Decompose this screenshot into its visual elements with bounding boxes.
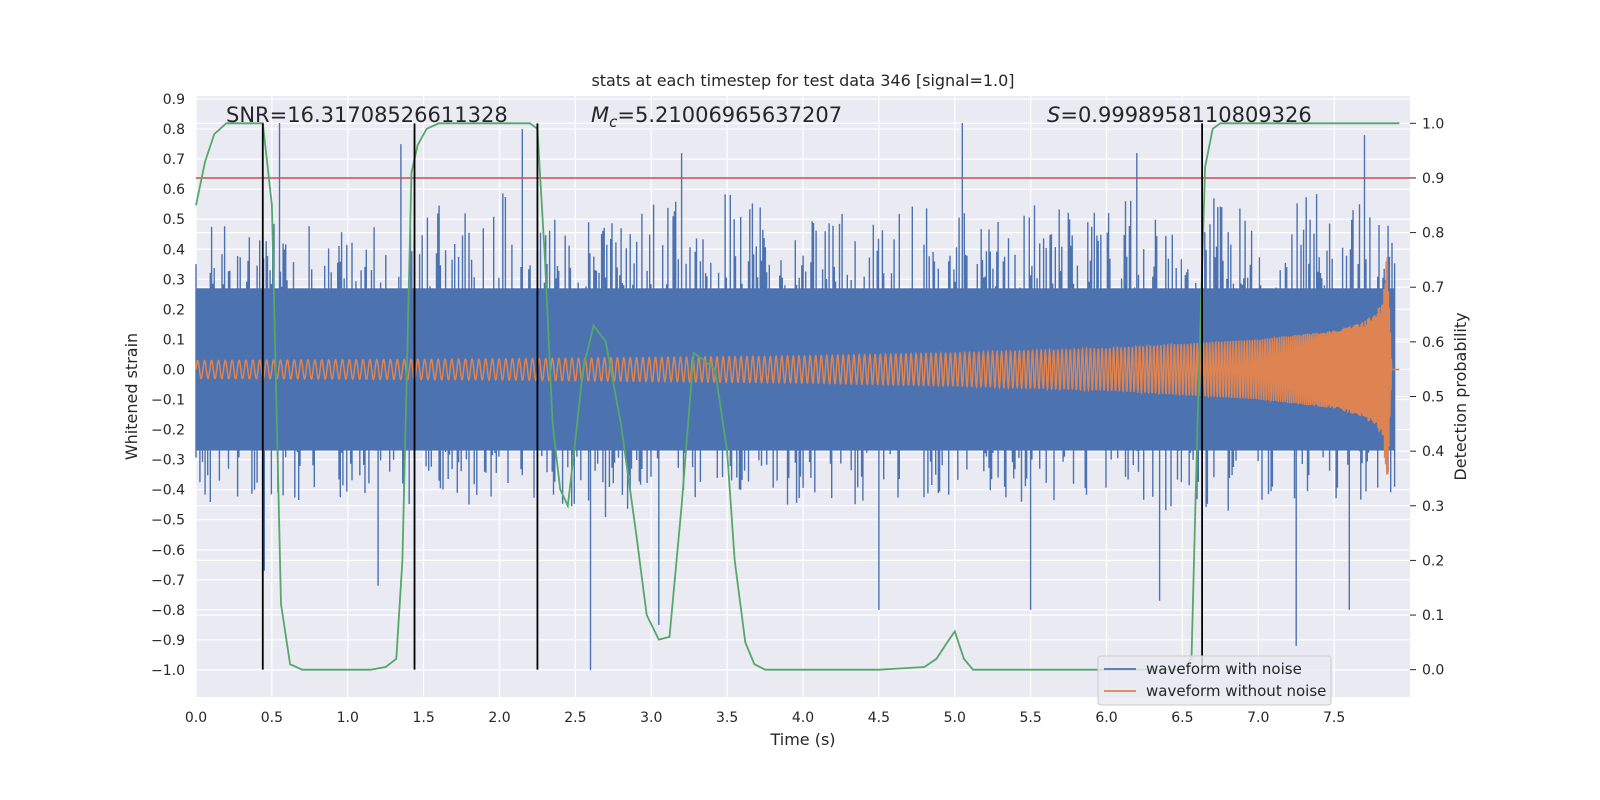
y-tick-label-right: 0.8 bbox=[1422, 226, 1444, 242]
x-tick-label: 1.5 bbox=[412, 710, 434, 726]
chart-title: stats at each timestep for test data 346… bbox=[591, 71, 1014, 90]
y-axis-label-left: Whitened strain bbox=[122, 333, 141, 460]
clean-waveform-series bbox=[195, 257, 1400, 475]
axis-ticks: 0.0 0.5 1.0 1.5 2.0 2.5 3.0 3.5 4.0 4.5 5.0 5.5 6.0 6… bbox=[151, 92, 1444, 726]
x-tick-label: 5.5 bbox=[1019, 710, 1041, 726]
x-tick-label: 7.5 bbox=[1323, 710, 1345, 726]
y-tick-label-right: 1.0 bbox=[1422, 116, 1444, 132]
y-tick-label-left: −0.5 bbox=[151, 513, 185, 529]
y-tick-label-left: 0.1 bbox=[163, 332, 185, 348]
x-axis-label: Time (s) bbox=[769, 730, 835, 749]
score-annotation: S=0.9998958110809326 bbox=[1047, 103, 1312, 127]
y-tick-label-left: −0.9 bbox=[151, 633, 185, 649]
y-tick-label-left: 0.7 bbox=[163, 152, 185, 168]
y-tick-label-left: −0.3 bbox=[151, 453, 185, 469]
y-tick-label-right: 0.6 bbox=[1422, 335, 1444, 351]
x-tick-label: 0.0 bbox=[185, 710, 207, 726]
y-tick-label-left: −0.6 bbox=[151, 543, 185, 559]
x-tick-label: 1.0 bbox=[337, 710, 359, 726]
legend-label-noisy: waveform with noise bbox=[1146, 660, 1302, 678]
x-tick-label: 4.0 bbox=[792, 710, 814, 726]
y-tick-label-left: −0.2 bbox=[151, 423, 185, 439]
x-tick-label: 6.0 bbox=[1095, 710, 1117, 726]
y-tick-label-left: 0.4 bbox=[163, 242, 185, 258]
y-tick-label-right: 0.3 bbox=[1422, 499, 1444, 515]
y-tick-label-left: 0.0 bbox=[163, 362, 185, 378]
score-symbol: S bbox=[1047, 103, 1060, 127]
y-tick-label-right: 0.0 bbox=[1422, 663, 1444, 679]
y-tick-label-left: −0.8 bbox=[151, 603, 185, 619]
x-tick-label: 0.5 bbox=[261, 710, 283, 726]
x-tick-label: 2.0 bbox=[488, 710, 510, 726]
legend-box bbox=[1097, 655, 1332, 706]
y-tick-label-left: 0.2 bbox=[163, 302, 185, 318]
y-tick-label-right: 0.4 bbox=[1422, 444, 1444, 460]
x-tick-label: 6.5 bbox=[1171, 710, 1193, 726]
x-tick-label: 5.0 bbox=[944, 710, 966, 726]
series-line-clean bbox=[195, 257, 1400, 475]
y-tick-label-left: 0.8 bbox=[163, 122, 185, 138]
detection-probability-series bbox=[195, 122, 1400, 671]
y-tick-label-left: 0.6 bbox=[163, 182, 185, 198]
chirp-mass-annotation: Mc=5.21006965637207 bbox=[591, 103, 842, 131]
chirp-mass-value: =5.21006965637207 bbox=[617, 103, 842, 127]
score-value: =0.9998958110809326 bbox=[1060, 103, 1311, 127]
x-tick-label: 4.5 bbox=[868, 710, 890, 726]
y-tick-label-left: 0.5 bbox=[163, 212, 185, 228]
x-tick-label: 2.5 bbox=[564, 710, 586, 726]
legend-label-clean: waveform without noise bbox=[1146, 682, 1326, 700]
chirp-mass-subscript: c bbox=[609, 113, 618, 131]
legend: waveform with noise waveform without noi… bbox=[1097, 655, 1332, 706]
y-tick-label-right: 0.2 bbox=[1422, 553, 1444, 569]
y-tick-label-right: 0.9 bbox=[1422, 171, 1444, 187]
y-tick-label-left: −1.0 bbox=[151, 663, 185, 679]
y-tick-label-right: 0.7 bbox=[1422, 280, 1444, 296]
x-tick-label: 3.0 bbox=[640, 710, 662, 726]
y-axis-label-right: Detection probability bbox=[1451, 312, 1470, 480]
y-tick-label-left: −0.1 bbox=[151, 393, 185, 409]
snr-annotation: SNR=16.31708526611328 bbox=[226, 103, 508, 127]
marker-lines bbox=[261, 123, 1204, 670]
y-tick-label-left: 0.3 bbox=[163, 272, 185, 288]
y-tick-label-left: −0.4 bbox=[151, 483, 185, 499]
series-line-probability bbox=[195, 122, 1400, 671]
y-tick-label-right: 0.1 bbox=[1422, 608, 1444, 624]
y-tick-label-right: 0.5 bbox=[1422, 390, 1444, 406]
y-tick-label-left: 0.9 bbox=[163, 92, 185, 108]
y-tick-label-left: −0.7 bbox=[151, 573, 185, 589]
x-tick-label: 3.5 bbox=[716, 710, 738, 726]
chirp-mass-symbol: M bbox=[591, 103, 609, 127]
x-tick-label: 7.0 bbox=[1247, 710, 1269, 726]
